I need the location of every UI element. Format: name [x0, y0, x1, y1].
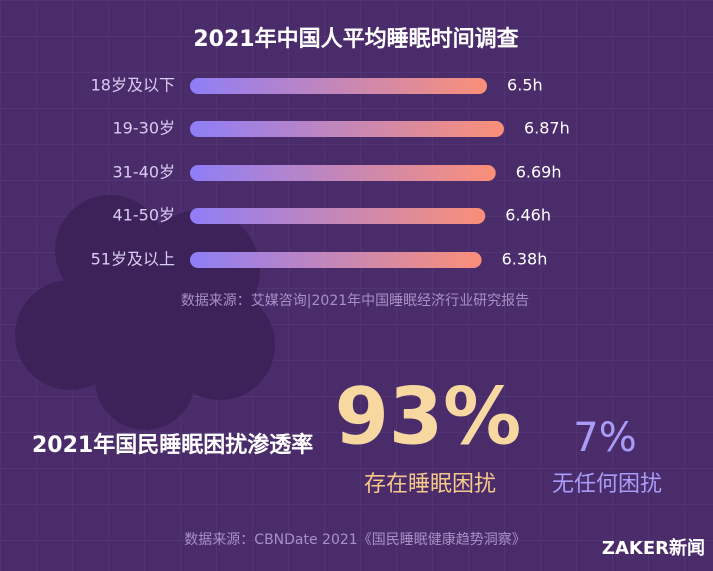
value-label: 6.69h — [516, 163, 562, 182]
watermark: ZAKER新闻 — [602, 537, 705, 559]
category-label: 31-40岁 — [113, 163, 176, 182]
source: 数据来源：CBNDate 2021《国民睡眠健康趋势洞察》 — [184, 531, 525, 548]
bar — [190, 78, 488, 94]
category-label: 18岁及以下 — [91, 76, 175, 95]
source: 数据来源：艾媒咨询|2021年中国睡眠经济行业研究报告 — [181, 293, 529, 309]
value-label: 6.87h — [524, 119, 570, 138]
flower-decoration — [15, 195, 275, 430]
value-label: 6.5h — [507, 76, 543, 95]
category-label: 19-30岁 — [113, 119, 176, 138]
stat-value: 93% — [335, 372, 522, 462]
bar — [190, 165, 496, 181]
chart-title: 2021年中国人平均睡眠时间调查 — [193, 26, 518, 52]
stat-caption: 存在睡眠困扰 — [364, 472, 496, 497]
stat-caption: 无任何困扰 — [552, 472, 662, 497]
value-label: 6.38h — [502, 250, 548, 269]
category-label: 51岁及以上 — [91, 250, 175, 269]
bar — [190, 121, 504, 137]
value-label: 6.46h — [505, 206, 551, 225]
bar — [190, 252, 482, 268]
category-label: 41-50岁 — [113, 206, 176, 225]
stat-value: 7% — [573, 415, 636, 461]
bar — [190, 208, 486, 224]
stats-title: 2021年国民睡眠困扰渗透率 — [32, 432, 313, 458]
